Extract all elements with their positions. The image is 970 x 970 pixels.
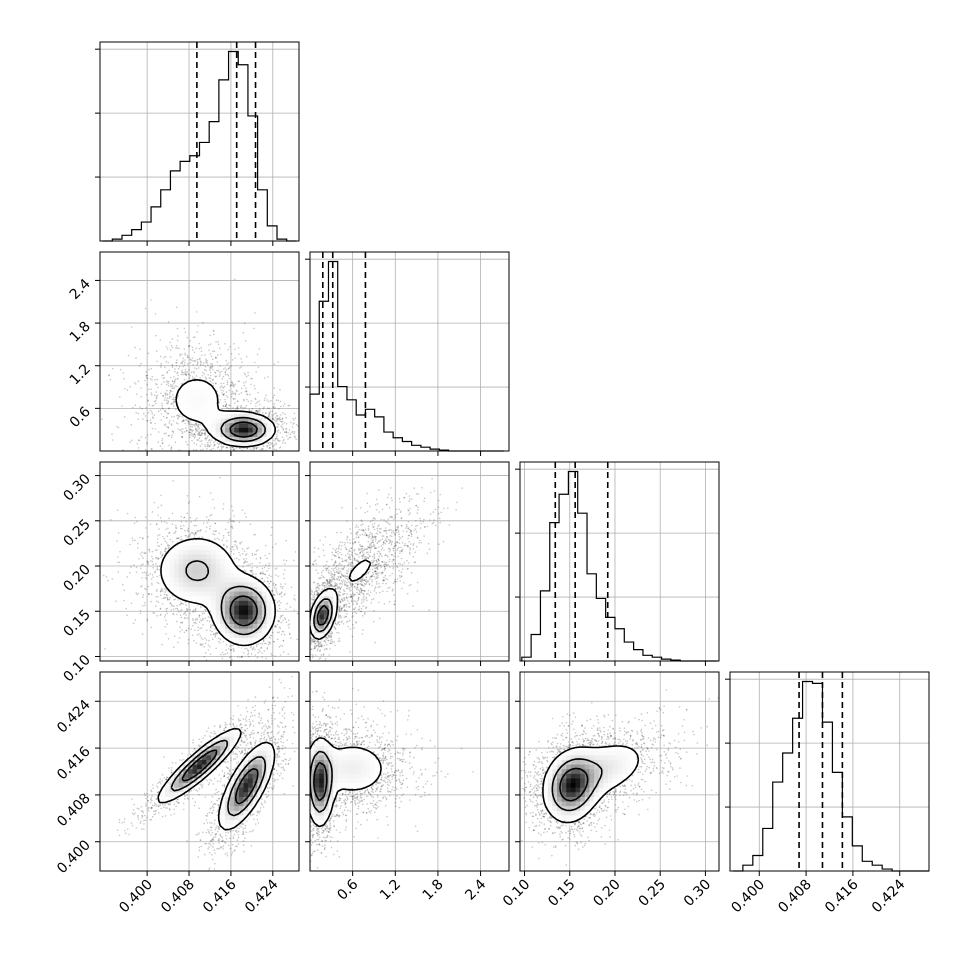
hist-panel-p1 [305,251,510,456]
y-tick-label-1-0: 0.6 [67,404,94,431]
hist-frame-p2 [519,461,720,662]
contour-0 [157,727,276,831]
y-tick-label-3-1: 0.408 [54,790,94,830]
grid-lines [100,672,299,871]
grid-lines [524,462,706,661]
panel-content [102,476,299,661]
hist-grid-y [520,468,719,598]
x-tick-label-1-0: 0.6 [334,876,361,903]
hist-grid-y [100,48,299,178]
panel-content [520,689,719,866]
x-tick-label-3-2: 0.416 [822,876,862,916]
hist-panel-p2 [515,461,720,666]
panel-frame [309,671,510,872]
scatter-panel-p1-p2 [305,461,510,666]
x-tick-label-0-3: 0.424 [242,876,282,916]
x-tick-label-2-4: 0.30 [681,877,714,910]
y-tick-label-3-2: 0.416 [54,744,94,784]
x-tick-label-2-2: 0.20 [590,877,623,910]
histogram-p0 [102,50,297,242]
contour-0 [310,559,372,641]
x-tick-label-2-3: 0.25 [636,877,669,910]
y-tick-label-1-2: 1.8 [67,319,94,346]
contour-2 [313,761,328,802]
x-tick-label-3-0: 0.400 [728,877,768,917]
y-tick-label-2-2: 0.20 [60,562,93,595]
contour-1 [551,758,603,812]
contour-0 [175,379,276,448]
panel-frame [99,671,300,872]
y-tick-label-3-3: 0.424 [54,697,94,737]
panel-content [310,687,474,869]
panel-frame [309,461,510,662]
scatter-points [116,675,296,871]
x-tick-label-2-0: 0.10 [500,877,533,910]
x-tick-label-1-1: 1.2 [377,877,404,904]
contour-0 [310,737,382,828]
y-tick-label-1-1: 1.2 [67,361,94,388]
y-tick-label-3-0: 0.400 [54,837,94,877]
x-tick-label-0-0: 0.400 [116,877,156,917]
hist-grid-y [730,678,929,808]
contour-2 [181,749,259,805]
grid-lines [310,462,509,661]
panel-frame [99,461,300,662]
y-tick-label-2-3: 0.25 [60,516,93,549]
x-tick-label-2-1: 0.15 [545,877,578,910]
hist-panel-p3: 0.400 0.408 0.416 0.424 [725,671,930,917]
contour-1 [170,739,267,817]
x-tick-label-3-3: 0.424 [869,876,909,916]
panel-content [116,675,296,871]
contour-1 [185,560,267,636]
x-tick-label-1-3: 2.4 [462,876,489,903]
panel-frame [99,251,300,452]
y-tick-label-1-3: 2.4 [67,276,94,303]
x-tick-label-1-2: 1.8 [420,877,447,904]
scatter-panel-p0-p1: 0.6 1.2 1.8 2.4 [67,251,300,456]
x-tick-label-0-1: 0.408 [158,877,198,917]
panel-frame [519,671,720,872]
contour-1 [313,598,333,633]
y-tick-label-2-0: 0.10 [60,652,93,685]
hist-frame-p0 [99,41,300,242]
contour-0 [160,537,276,647]
histogram-p2 [521,470,718,662]
density-shading [310,736,381,826]
panel-content [310,478,464,661]
x-tick-label-0-2: 0.416 [200,876,240,916]
scatter-panel-p0-p2: 0.10 0.15 0.20 0.25 0.30 [60,461,300,685]
contour-0 [542,745,640,824]
contour-1 [220,416,266,443]
hist-frame-p1 [309,251,510,452]
contour-2 [229,421,258,438]
scatter-panel-p1-p3: 0.6 1.2 1.8 2.4 [305,671,510,904]
panel-content [100,278,299,451]
grid-lines [352,252,481,451]
y-tick-label-2-4: 0.30 [60,471,93,504]
histogram-p1 [309,260,505,452]
contour-2 [559,767,589,802]
grid-lines [520,672,719,871]
hist-frame-p3 [729,671,930,872]
hist-grid-y [310,258,509,388]
contour-2 [316,604,330,626]
grid-lines [146,42,274,241]
y-tick-label-2-1: 0.15 [60,607,93,640]
contour-2 [229,595,258,627]
scatter-panel-p2-p3: 0.10 0.15 0.20 0.25 0.30 [500,671,720,910]
grid-lines [758,672,901,871]
x-tick-label-3-1: 0.408 [775,877,815,917]
hist-panel-p0 [95,41,300,246]
